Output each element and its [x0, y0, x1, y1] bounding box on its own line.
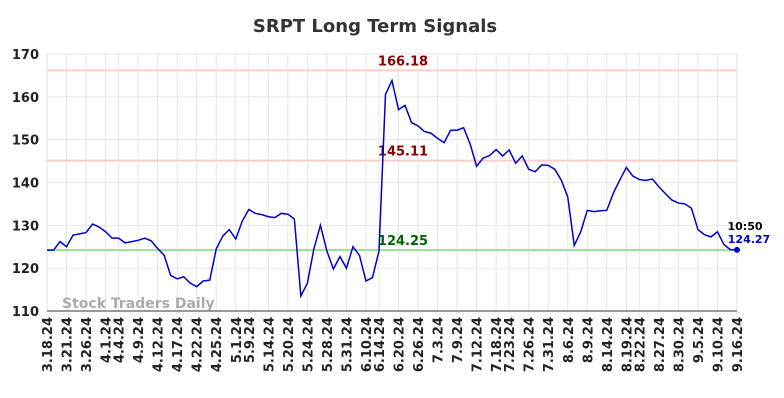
- x-tick-label: 8.14.24: [601, 317, 616, 372]
- x-tick-label: 4.12.24: [152, 317, 167, 372]
- watermark: Stock Traders Daily: [62, 296, 215, 312]
- x-tick-label: 6.14.24: [373, 317, 388, 372]
- y-tick-label: 170: [12, 48, 39, 63]
- x-tick-label: 3.26.24: [80, 317, 95, 372]
- x-tick-label: 7.12.24: [471, 317, 486, 372]
- x-tick-label: 7.18.24: [490, 317, 505, 372]
- y-tick-label: 140: [12, 177, 39, 192]
- x-tick-label: 5.1.24: [230, 317, 245, 363]
- x-tick-label: 4.1.24: [100, 317, 115, 363]
- x-tick-label: 7.26.24: [523, 317, 538, 372]
- price-line: [47, 78, 738, 299]
- x-tick-label: 5.20.24: [282, 317, 297, 372]
- y-tick-label: 150: [12, 134, 39, 149]
- x-tick-label: 4.22.24: [191, 317, 206, 372]
- x-tick-label: 7.23.24: [503, 317, 518, 372]
- x-tick-label: 7.9.24: [451, 317, 466, 363]
- x-tick-label: 6.10.24: [360, 317, 375, 372]
- y-tick-label: 120: [12, 262, 39, 277]
- y-tick-label: 160: [12, 91, 39, 106]
- signal-label: 124.25: [378, 234, 428, 249]
- signal-label: 145.11: [378, 145, 428, 160]
- x-tick-label: 5.28.24: [321, 317, 336, 372]
- last-time: 10:50: [727, 220, 762, 233]
- x-tick-label: 9.5.24: [692, 317, 707, 363]
- x-tick-label: 5.31.24: [340, 317, 355, 372]
- last-point: [734, 246, 740, 253]
- x-tick-label: 7.31.24: [542, 317, 557, 372]
- x-tick-label: 5.14.24: [262, 317, 277, 372]
- signal-label: 166.18: [378, 54, 428, 69]
- x-tick-label: 8.19.24: [620, 317, 635, 372]
- y-tick-label: 110: [12, 305, 39, 320]
- x-tick-label: 4.4.24: [113, 317, 128, 363]
- last-value: 124.27: [728, 233, 770, 246]
- chart-title: SRPT Long Term Signals: [253, 16, 497, 37]
- x-tick-label: 3.18.24: [41, 317, 56, 372]
- x-tick-label: 4.25.24: [210, 317, 225, 372]
- x-tick-label: 5.24.24: [301, 317, 316, 372]
- x-tick-label: 8.22.24: [633, 317, 648, 372]
- x-tick-label: 6.26.24: [412, 317, 427, 372]
- x-tick-label: 9.16.24: [731, 317, 746, 372]
- x-tick-label: 6.20.24: [393, 317, 408, 372]
- x-tick-label: 3.21.24: [61, 317, 76, 372]
- x-tick-label: 5.9.24: [243, 317, 258, 363]
- x-tick-label: 9.10.24: [711, 317, 726, 372]
- x-tick-label: 8.30.24: [672, 317, 687, 372]
- x-tick-label: 8.9.24: [581, 317, 596, 363]
- x-tick-label: 4.17.24: [171, 317, 186, 372]
- x-tick-label: 7.3.24: [432, 317, 447, 363]
- x-tick-label: 8.6.24: [562, 317, 577, 363]
- x-tick-label: 8.27.24: [653, 317, 668, 372]
- y-tick-label: 130: [12, 219, 39, 234]
- x-tick-label: 4.9.24: [132, 317, 147, 363]
